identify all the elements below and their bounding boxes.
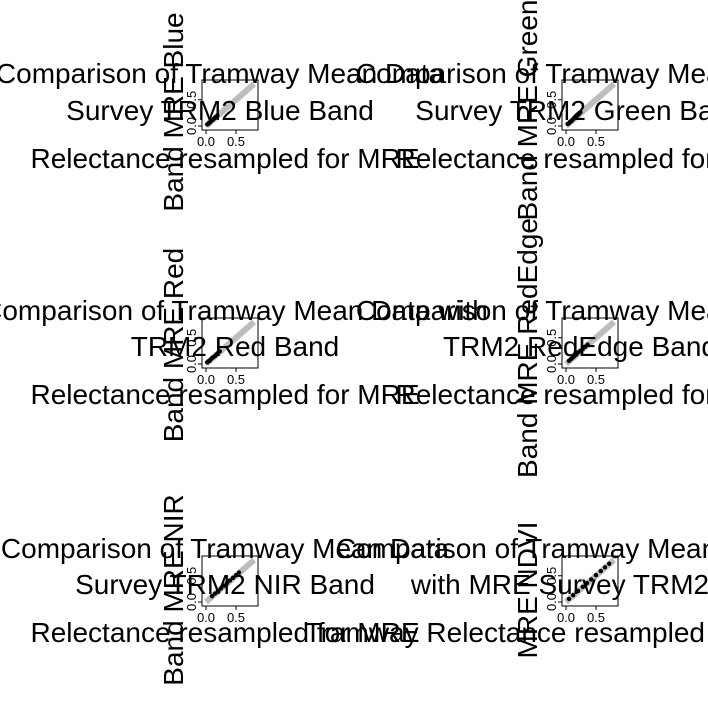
data-point [221, 583, 227, 588]
y-axis-label: MRE NDVI [512, 522, 543, 659]
data-point [217, 349, 222, 354]
chart-panel-6: 0.0 0.5 0.0 0.5 Comparison of Tramway Mean D… [305, 522, 708, 659]
data-point [218, 586, 224, 591]
x-axis-label: Relectance resampled for MRE [30, 379, 419, 410]
data-point [607, 561, 612, 566]
data-point [571, 592, 576, 598]
data-point [215, 113, 220, 118]
y-axis-label: Band MRE Red [158, 248, 189, 443]
plot-frame [201, 555, 259, 607]
x-axis-label: Relectance resampled for MRE [395, 143, 708, 174]
plot-frame [561, 317, 619, 369]
chart-panel-3: 0.0 0.5 0.0 0.5 Comparison of Tramway Mean D… [0, 248, 488, 443]
data-point [580, 584, 585, 589]
x-axis-label: Relectance resampled for MRE [395, 379, 708, 410]
data-point [236, 570, 242, 575]
data-point [227, 578, 233, 583]
y-tick-label: 0.0 [544, 117, 559, 135]
data-point [593, 573, 599, 578]
data-point [575, 588, 581, 594]
plot-frame [561, 555, 619, 607]
chart-title-line2: Survey TRM2 NIR Band [75, 569, 375, 600]
chart-title-line2: with MRE Survey TRM2 [410, 569, 708, 600]
x-tick-label: 0.5 [227, 610, 245, 625]
x-tick-label: 0.5 [587, 610, 605, 625]
x-axis-label: Relectance resampled for MRE [30, 617, 419, 648]
y-axis-label: Band MRE RedEdge [512, 218, 543, 478]
y-tick-label: 0.0 [184, 355, 199, 373]
x-axis-label: Relectance resampled for MRE [30, 143, 419, 174]
chart-panel-5: 0.0 0.5 0.0 0.5 Comparison of Tramway Mean D… [1, 494, 450, 685]
chart-title-line1: Comparison of Tramway Mean Data with [0, 295, 488, 326]
x-tick-label: 0.5 [227, 134, 245, 149]
x-tick-label: 0.0 [557, 134, 575, 149]
data-point [224, 580, 230, 586]
chart-title-line2: TRM2 RedEdge Band [443, 331, 708, 362]
x-tick-label: 0.0 [197, 610, 215, 625]
data-point [589, 577, 594, 582]
y-tick-label: 0.5 [544, 567, 559, 585]
y-tick-label: 0.0 [544, 593, 559, 611]
x-tick-label: 0.0 [197, 372, 215, 387]
y-axis-label: Band MRE Green [512, 0, 543, 221]
y-tick-label: 0.5 [184, 91, 199, 109]
data-point [215, 588, 221, 594]
data-point [230, 575, 236, 581]
data-point [578, 110, 583, 115]
y-tick-label: 0.0 [544, 355, 559, 373]
y-tick-label: 0.5 [544, 329, 559, 347]
y-tick-label: 0.5 [184, 329, 199, 347]
y-axis-label: Band MRE NIR [158, 494, 189, 685]
plot-frame [561, 79, 619, 131]
chart-title-line1: Comparison of Tramway Mean Data [356, 58, 708, 89]
chart-title-line1: Comparison of Tramway Mean Data [1, 533, 450, 564]
chart-panel-1: 0.0 0.5 0.0 0.5 Comparison of Tramway Mean D… [0, 12, 445, 211]
y-axis-label: Band MRE Blue [158, 12, 189, 211]
chart-title-line2: Survey TRM2 Green Band [415, 95, 708, 126]
chart-title-line2: Survey TRM2 Blue Band [66, 95, 374, 126]
x-tick-label: 0.5 [227, 372, 245, 387]
data-point [602, 565, 608, 570]
x-axis-label: Tramway Relectance resampled for MRE [305, 617, 708, 648]
chart-title-line1: Comparison of Tramway Mean Data [336, 533, 708, 564]
chart-title-line1: Comparison of Tramway Mean Data [356, 295, 708, 326]
data-point [585, 342, 590, 347]
data-point [209, 594, 215, 599]
data-point [566, 596, 572, 602]
plot-frame [201, 317, 259, 369]
chart-title-line2: TRM2 Red Band [131, 331, 340, 362]
data-point [584, 580, 590, 586]
plot-frame [201, 79, 259, 131]
chart-panel-2: 0.0 0.5 0.0 0.5 Comparison of Tramway Mean D… [356, 0, 708, 221]
y-tick-label: 0.5 [184, 567, 199, 585]
chart-title-line1: Comparison of Tramway Mean Data [0, 58, 445, 89]
y-tick-label: 0.0 [184, 117, 199, 135]
data-point [233, 573, 239, 578]
x-tick-label: 0.0 [557, 610, 575, 625]
chart-panel-4: 0.0 0.5 0.0 0.5 Comparison of Tramway Mean D… [356, 218, 708, 478]
x-tick-label: 0.0 [197, 134, 215, 149]
y-tick-label: 0.5 [544, 91, 559, 109]
y-tick-label: 0.0 [184, 593, 199, 611]
x-tick-label: 0.5 [587, 134, 605, 149]
x-tick-label: 0.5 [587, 372, 605, 387]
data-point [598, 568, 603, 574]
data-point [212, 591, 218, 596]
x-tick-label: 0.0 [557, 372, 575, 387]
